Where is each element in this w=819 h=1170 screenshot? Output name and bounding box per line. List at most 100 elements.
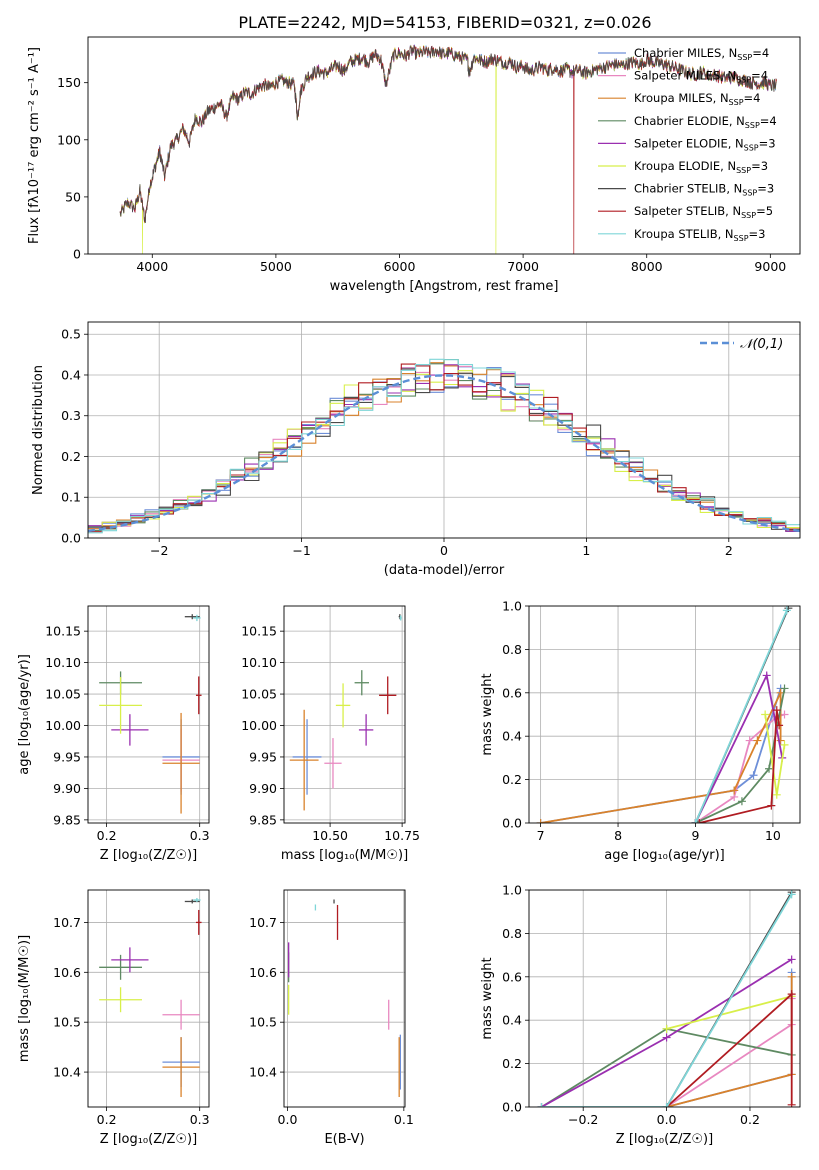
y-axis-label: Flux [fλ10⁻¹⁷ erg cm⁻² s⁻¹ A⁻¹] [27,47,42,244]
y-tick-label: 10.7 [53,915,81,930]
weight-line-9 [694,609,788,823]
axes-frame [87,321,801,539]
y-tick-label: 0.6 [502,685,522,700]
y-tick-label: 10.15 [241,624,277,639]
legend-entry-4: Chabrier ELODIE, NSSP=4 [634,114,777,130]
x-axis-label: E(B-V) [324,1132,364,1147]
weight-marker [662,1103,671,1107]
plot-area [88,322,800,538]
y-tick-label: 150 [57,75,81,90]
y-tick-label: 10.5 [249,1015,277,1030]
y-tick-label: 0.6 [502,969,522,984]
y-tick-label: 10.4 [249,1065,277,1080]
legend-subscript: SSP [745,121,760,130]
y-tick-label: 0.5 [61,327,81,342]
plot-area [529,890,800,1107]
histogram-5 [88,364,800,532]
axes-frame [528,889,801,1108]
x-tick-label: 0.3 [190,828,210,843]
legend-count: =5 [756,204,773,218]
x-axis-label: Z [log₁₀(Z/Z☉)] [100,848,197,863]
weight-marker [762,671,771,680]
y-tick-label: 9.95 [53,749,81,764]
weight-marker [753,736,762,745]
legend-count: =4 [744,91,761,105]
x-axis-label: Z [log₁₀(Z/Z☉)] [616,1132,713,1147]
legend-count: =4 [752,46,769,60]
y-tick-label: 10.00 [45,718,81,733]
plot-area [284,606,405,823]
y-tick-label: 10.05 [45,687,81,702]
legend-entry-1: Chabrier MILES, NSSP=4 [634,46,769,62]
legend-entry-3: Kroupa MILES, NSSP=4 [634,91,760,107]
errorbar-point-8 [195,676,202,715]
x-axis-label: wavelength [Angstrom, rest frame] [330,279,559,294]
weight-marker [695,819,704,823]
weight-marker [537,1103,546,1107]
weight-marker [730,786,739,795]
x-tick-label: 5000 [260,259,292,274]
weight-marker [745,736,754,745]
axes-frame [283,889,406,1108]
errorbar-point-1 [292,719,322,795]
y-tick-label: 0.2 [502,1056,522,1071]
errorbar-point-5 [111,947,149,973]
y-tick-label: 0.0 [502,816,522,831]
x-tick-label: 0 [440,543,448,558]
y-axis-label: mass weight [480,957,495,1039]
histogram-9 [88,358,800,534]
legend-entry-6: Kroupa ELODIE, NSSP=3 [634,159,768,175]
y-tick-label: 0 [73,247,81,262]
y-tick-label: 9.90 [53,781,81,796]
legend-count: =3 [751,159,768,173]
y-tick-label: 10.10 [241,655,277,670]
y-tick-label: 50 [65,189,81,204]
y-tick-label: 9.85 [53,812,81,827]
weight-marker [780,740,789,749]
axes-frame [528,605,801,824]
x-tick-label: 4000 [136,259,168,274]
panel-spectrum: 4000 5000 6000 7000 8000 9000 0 50 100 150 wavelen… [27,36,801,294]
y-tick-label: 0.3 [61,408,81,423]
y-tick-label: 0.8 [502,926,522,941]
panel-age_vs_mass: 10.50 10.75 9.85 9.90 9.95 10.00 10.05 10.10 10.… [241,605,420,863]
x-tick-label: 2 [725,543,733,558]
plot-area [88,606,209,823]
y-tick-label: 10.10 [45,655,81,670]
legend-subscript: SSP [742,189,757,198]
y-tick-label: 10.6 [53,965,81,980]
weight-marker [782,606,791,615]
errorbar-point-4 [99,954,142,980]
y-axis-label: age [log₁₀(age/yr)] [17,654,32,775]
y-tick-label: 0.0 [502,1100,522,1115]
x-tick-label: 0.1 [394,1112,414,1127]
x-axis-label: mass [log₁₀(M/M☉)] [281,848,408,863]
legend-entry-9: Kroupa STELIB, NSSP=3 [634,227,765,243]
y-tick-label: 0.2 [61,449,81,464]
panel-residuals: −2 −1 0 1 2 0.0 0.1 0.2 0.3 0.4 0.5 (data-model)/er… [31,321,801,578]
legend-entry-2: Salpeter MILES, NSSP=4 [634,69,768,85]
weight-marker [691,819,700,823]
legend-subscript: SSP [737,53,752,62]
y-tick-label: 10.4 [53,1065,81,1080]
y-tick-label: 10.15 [45,624,81,639]
errorbar-point-8 [195,909,202,935]
legend-entry-8: Salpeter STELIB, NSSP=5 [634,204,773,220]
y-axis-label: mass [log₁₀(M/M☉)] [17,935,32,1062]
errorbar-point-9 [193,897,201,902]
y-tick-label: 0.4 [502,729,522,744]
y-tick-label: 0.4 [502,1013,522,1028]
legend-entry-7: Chabrier STELIB, NSSP=3 [634,182,774,198]
legend-count: =3 [759,136,776,150]
errorbar-point-6 [99,987,142,1013]
weight-line-6 [666,995,792,1030]
y-tick-label: 10.05 [241,687,277,702]
x-tick-label: 0.2 [97,1112,117,1127]
weight-marker [765,764,774,773]
legend-subscript: SSP [729,98,744,107]
y-tick-label: 0.2 [502,772,522,787]
x-tick-label: −1 [292,543,310,558]
plot-area [88,890,209,1107]
legend-subscript: SSP [741,211,756,220]
